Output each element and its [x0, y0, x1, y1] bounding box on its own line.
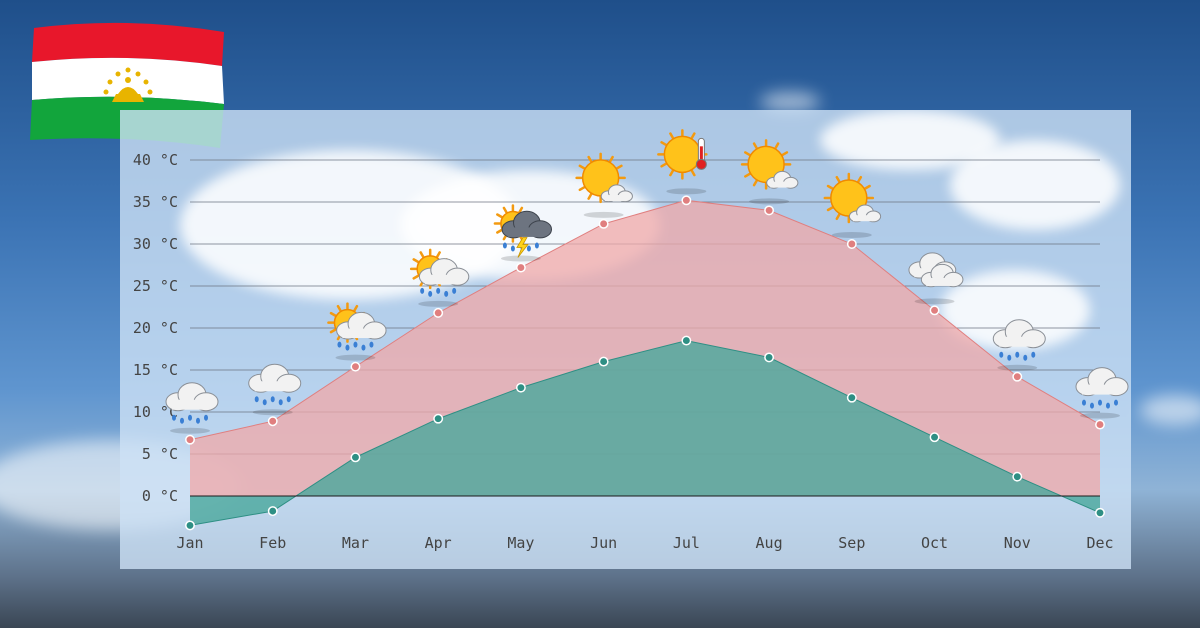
- rain-weather-icon: [992, 319, 1046, 371]
- x-tick-label: Oct: [921, 534, 948, 552]
- chart-panel: 0 °C 5 °C 10 °C 15 °C 20 °C 25 °C 30 °C 35 °C 40…: [120, 110, 1131, 569]
- series-areas: [189, 199, 1101, 526]
- clouds-weather-icon: [908, 252, 964, 305]
- y-tick-label: 10 °C: [133, 403, 178, 421]
- low-temperature-area: [190, 340, 1100, 526]
- x-tick-label: May: [507, 534, 534, 552]
- panel-cloud: [950, 140, 1120, 230]
- low-temperature-point: [681, 335, 692, 346]
- low-temperature-point: [350, 452, 361, 463]
- low-temperature-line: [189, 340, 1101, 526]
- low-temperature-point: [764, 352, 775, 363]
- high-temperature-point: [1095, 419, 1105, 430]
- low-temperature-point: [433, 413, 444, 424]
- x-tick-label: Apr: [425, 534, 452, 552]
- background-cloud: [1140, 395, 1200, 425]
- y-tick-label: 0 °C: [142, 487, 178, 505]
- high-temperature-point: [185, 434, 195, 445]
- weather-icons: [165, 129, 1129, 434]
- x-tick-label: Jul: [673, 534, 700, 552]
- high-temperature-point: [846, 239, 857, 249]
- x-axis-labels: Jan Feb Mar Apr May Jun Jul Aug Sep Oct Nov Dec: [176, 534, 1113, 552]
- x-tick-label: Dec: [1086, 534, 1113, 552]
- low-temperature-point: [1012, 471, 1023, 482]
- x-tick-label: Aug: [756, 534, 783, 552]
- y-tick-label: 15 °C: [133, 361, 178, 379]
- high-temperature-point: [267, 416, 278, 427]
- y-tick-label: 20 °C: [133, 319, 178, 337]
- x-tick-label: Nov: [1004, 534, 1031, 552]
- rain-weather-icon: [248, 363, 302, 416]
- temperature-chart: 0 °C 5 °C 10 °C 15 °C 20 °C 25 °C 30 °C 35 °C 40…: [133, 129, 1129, 552]
- sun-rain-weather-icon: [409, 248, 470, 307]
- low-temperature-point: [185, 520, 195, 531]
- high-temperature-point: [433, 307, 444, 318]
- y-tick-label: 40 °C: [133, 151, 178, 169]
- x-tick-label: Jun: [590, 534, 617, 552]
- low-temperature-point: [929, 432, 940, 443]
- x-tick-label: Mar: [342, 534, 369, 552]
- sun-cloud-weather-icon: [823, 172, 882, 238]
- y-tick-label: 25 °C: [133, 277, 178, 295]
- x-tick-label: Jan: [176, 534, 203, 552]
- high-temperature-line: [189, 199, 1101, 441]
- low-temperature-point: [598, 356, 609, 367]
- high-temperature-point: [598, 218, 609, 229]
- y-tick-label: 35 °C: [133, 193, 178, 211]
- low-temperature-point: [1095, 507, 1105, 518]
- rain-weather-icon: [1075, 367, 1129, 419]
- low-temperature-point: [846, 392, 857, 403]
- high-temperature-point: [681, 195, 692, 206]
- y-tick-label: 30 °C: [133, 235, 178, 253]
- high-temperature-point: [515, 262, 526, 273]
- hot-sun-weather-icon: [657, 129, 708, 195]
- thunderstorm-weather-icon: [493, 204, 553, 262]
- sun-cloud-weather-icon: [575, 152, 633, 218]
- x-tick-label: Sep: [838, 534, 865, 552]
- high-temperature-point: [1012, 371, 1023, 382]
- y-tick-label: 5 °C: [142, 445, 178, 463]
- y-axis-labels: 0 °C 5 °C 10 °C 15 °C 20 °C 25 °C 30 °C 35 °C 40…: [133, 151, 178, 505]
- high-temperature-point: [929, 305, 940, 316]
- background-cloud: [760, 92, 820, 112]
- high-temperature-point: [764, 205, 775, 216]
- high-temperature-point: [350, 361, 361, 372]
- sun-cloud-weather-icon: [740, 139, 799, 205]
- sun-rain-weather-icon: [327, 302, 387, 361]
- low-temperature-point: [267, 506, 278, 517]
- low-temperature-point: [515, 382, 526, 393]
- series-points: [185, 195, 1105, 531]
- rain-weather-icon: [165, 382, 219, 434]
- x-tick-label: Feb: [259, 534, 286, 552]
